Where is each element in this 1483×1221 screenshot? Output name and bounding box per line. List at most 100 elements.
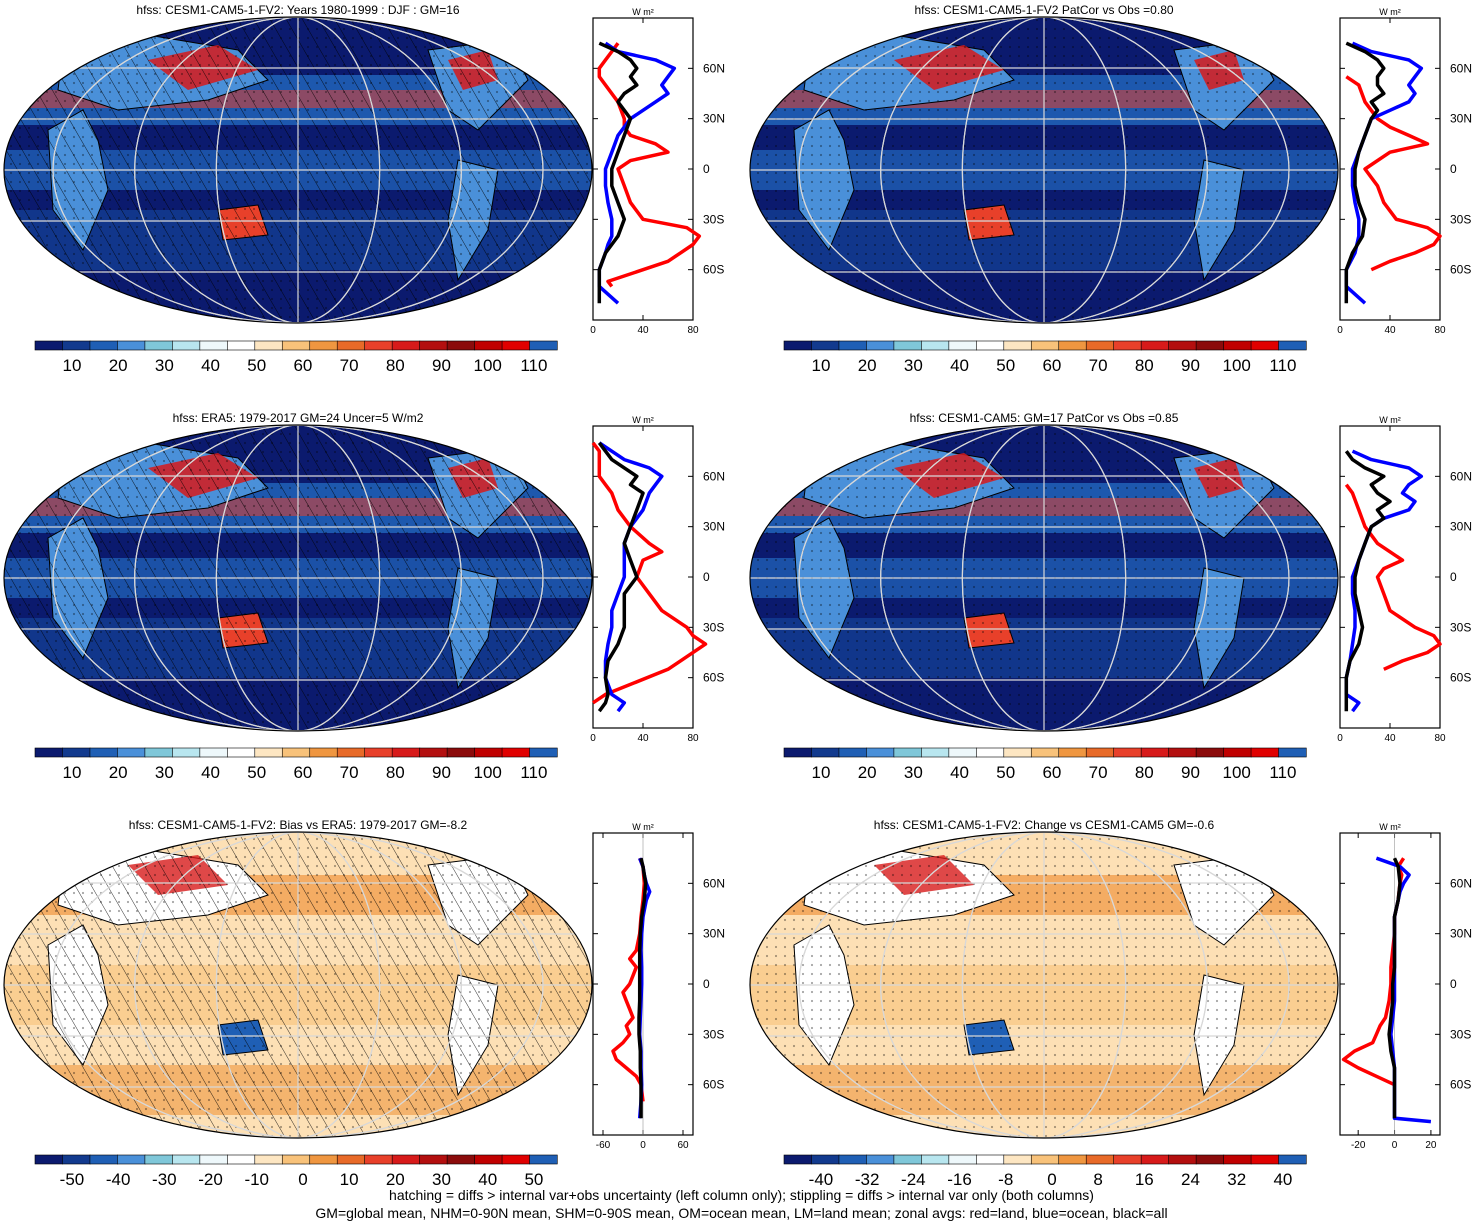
- map-meridian-line: [798, 425, 1290, 731]
- colorbar-swatch: [309, 1154, 338, 1165]
- colorbar-swatch: [474, 340, 503, 351]
- colorbar-tick-label: 40: [950, 356, 969, 375]
- colorbar-swatch: [893, 747, 922, 758]
- zonal-ytick-label: 30N: [1450, 520, 1472, 534]
- colorbar-swatch: [474, 747, 503, 758]
- colorbar-tick-label: 10: [340, 1170, 359, 1189]
- colorbar-swatch: [419, 1154, 448, 1165]
- colorbar-tick-label: 10: [811, 356, 830, 375]
- zonal-ytick-label: 60S: [1450, 263, 1471, 277]
- zonal-unit-label: W m²: [632, 7, 654, 17]
- colorbar-swatch: [364, 340, 393, 351]
- colorbar-swatch: [336, 340, 366, 351]
- zonal-xtick-label: -60: [596, 1140, 611, 1151]
- colorbar-tick-label: 60: [1042, 763, 1061, 782]
- colorbar-swatch: [281, 340, 311, 351]
- zonal-ytick-label: 60S: [1450, 671, 1471, 685]
- colorbar-tick-label: 80: [1135, 356, 1154, 375]
- zonal-xtick-label: 0: [590, 733, 596, 744]
- zonal-ytick-label: 60N: [1450, 876, 1472, 890]
- colorbar-swatch: [838, 340, 868, 351]
- colorbar-swatch: [1085, 340, 1115, 351]
- colorbar-swatch: [1195, 340, 1225, 351]
- zonal-xtick-label: 40: [1384, 733, 1396, 744]
- colorbar-swatch: [783, 340, 813, 351]
- colorbar-swatch: [144, 747, 173, 758]
- colorbar-swatch: [227, 1154, 256, 1165]
- panel-title-2: hfss: CESM1-CAM5-1-FV2 PatCor vs Obs =0.…: [914, 3, 1174, 17]
- colorbar-swatch: [811, 340, 840, 351]
- colorbar-swatch: [144, 1154, 173, 1165]
- zonal-mean-plot-4: W m² 60N 30N 0 30S 60S 0 40 80: [1337, 415, 1472, 744]
- map-clip-6: [750, 832, 1338, 1138]
- zonal-ytick-label: 60N: [703, 469, 725, 483]
- colorbar-tick-label: 110: [1269, 763, 1296, 782]
- zonal-xtick-label: 0: [1337, 325, 1343, 336]
- colorbar-swatch: [254, 340, 283, 351]
- zonal-ytick-label: 30N: [703, 927, 725, 941]
- colorbar-swatch: [1278, 1154, 1307, 1165]
- colorbar-swatch: [1003, 1154, 1032, 1165]
- colorbar-swatch: [446, 747, 476, 758]
- colorbar-tick-label: 100: [1223, 356, 1251, 375]
- colorbar-swatch: [281, 747, 311, 758]
- zonal-ytick-label: 30S: [1450, 1027, 1471, 1041]
- colorbar-tick-label: 50: [247, 356, 266, 375]
- map-meridian-line: [961, 17, 1127, 323]
- colorbar-swatch: [501, 747, 531, 758]
- zonal-ytick-label: 60N: [703, 876, 725, 890]
- colorbar-swatch: [921, 340, 950, 351]
- colorbar-5: -50 -40 -30 -20 -10 0 10 20 30 40 50: [34, 1154, 558, 1189]
- zonal-mean-plot-1: W m² 60N 30N 0 30S 60S 0 40 80: [590, 7, 725, 336]
- colorbar-tick-label: 100: [474, 356, 502, 375]
- colorbar-tick-label: 50: [247, 763, 266, 782]
- zonal-ytick-label: 0: [1450, 977, 1457, 991]
- colorbar-tick-label: 24: [1181, 1170, 1200, 1189]
- colorbar-swatch: [1113, 340, 1142, 351]
- map-border: [749, 424, 1339, 732]
- colorbar-tick-label: 30: [904, 763, 923, 782]
- colorbar-3: 10 20 30 40 50 60 70 80 90 100 110: [34, 747, 558, 782]
- panel-title-3: hfss: ERA5: 1979-2017 GM=24 Uncer=5 W/m2: [172, 411, 424, 425]
- zonal-series-all: [1344, 450, 1392, 712]
- colorbar-swatch: [948, 1154, 977, 1165]
- colorbar-swatch: [1140, 747, 1170, 758]
- colorbar-swatch: [501, 340, 531, 351]
- colorbar-swatch: [1030, 747, 1060, 758]
- colorbar-swatch: [893, 340, 922, 351]
- colorbar-tick-label: 50: [524, 1170, 543, 1189]
- map-border: [3, 424, 593, 732]
- zonal-unit-label: W m²: [1379, 415, 1401, 425]
- colorbar-tick-label: 90: [1181, 763, 1200, 782]
- colorbar-tick-label: 40: [201, 763, 220, 782]
- colorbar-swatch: [117, 1154, 146, 1165]
- zonal-xtick-label: 0: [1337, 733, 1343, 744]
- colorbar-swatch: [62, 1154, 91, 1165]
- colorbar-swatch: [309, 747, 338, 758]
- map-meridian-line: [215, 17, 381, 323]
- colorbar-swatch: [1250, 747, 1280, 758]
- colorbar-swatch: [117, 747, 146, 758]
- colorbar-swatch: [1278, 340, 1307, 351]
- map-meridian-line: [798, 832, 1290, 1138]
- colorbar-swatch: [391, 1154, 421, 1165]
- colorbar-swatch: [144, 340, 173, 351]
- colorbar-swatch: [948, 747, 977, 758]
- map-meridian-line: [961, 425, 1127, 731]
- colorbar-swatch: [89, 1154, 119, 1165]
- map-meridian-line: [52, 17, 544, 323]
- colorbar-tick-label: 20: [858, 356, 877, 375]
- zonal-ytick-label: 30S: [1450, 212, 1471, 226]
- zonal-ytick-label: 60N: [1450, 61, 1472, 75]
- colorbar-tick-label: 50: [996, 763, 1015, 782]
- colorbar-swatch: [1140, 340, 1170, 351]
- colorbar-tick-label: 70: [1089, 763, 1108, 782]
- zonal-ytick-label: 0: [703, 570, 710, 584]
- colorbar-swatch: [1223, 747, 1252, 758]
- colorbar-tick-label: 90: [432, 356, 451, 375]
- zonal-plot-frame: [592, 17, 694, 321]
- colorbar-swatch: [1003, 340, 1032, 351]
- colorbar-swatch: [199, 747, 228, 758]
- colorbar-tick-label: 0: [1047, 1170, 1056, 1189]
- colorbar-tick-label: 50: [996, 356, 1015, 375]
